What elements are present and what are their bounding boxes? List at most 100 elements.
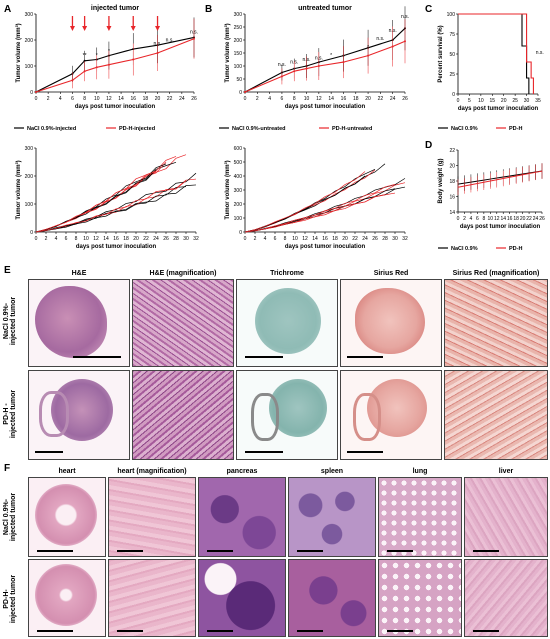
individual-series-line (244, 184, 396, 233)
e-img-sirius-pdh (340, 370, 442, 460)
x-tick-label: 20 (501, 98, 507, 104)
y-axis-label: Percent survival (%) (438, 25, 444, 82)
x-tick-label: 0 (244, 96, 247, 102)
x-tick-label: 6 (65, 236, 68, 242)
x-tick-label: 24 (533, 216, 539, 222)
panel-letter-b: B (205, 4, 213, 15)
y-tick-label: 0 (239, 90, 242, 96)
f-header-spleen: spleen (320, 468, 344, 475)
data-point (83, 70, 86, 73)
legend-label: PD-H-untreated (332, 126, 372, 132)
x-tick-label: 12 (93, 236, 99, 242)
e-row-label-pdh: PD-H - injected tumor (3, 389, 17, 439)
data-point (391, 45, 394, 48)
x-tick-label: 26 (163, 236, 169, 242)
x-tick-label: 0 (35, 236, 38, 242)
x-tick-label: 22 (143, 236, 149, 242)
x-tick-label: 16 (130, 96, 136, 102)
y-tick-label: 0 (239, 230, 242, 236)
y-tick-label: 300 (234, 188, 243, 194)
significance-label: n.s. (536, 50, 544, 56)
f-img-heart-nacl (28, 477, 106, 557)
e-img-trichrome-nacl (236, 279, 338, 367)
x-tick-label: 14 (328, 96, 334, 102)
f-img-heart-mag-nacl (108, 477, 196, 557)
chart-untreated-tumor-individual: 0 2 4 6 8 10 12 14 16 18 20 22 24 26 28 30 3201002003004… (224, 146, 408, 250)
x-tick-label: 24 (153, 236, 159, 242)
x-tick-label: 4 (264, 236, 267, 242)
y-tick-label: 75 (449, 32, 455, 38)
x-tick-label: 20 (520, 216, 526, 222)
weight-line (457, 170, 543, 188)
survival-curve (458, 13, 530, 94)
x-tick-label: 20 (155, 96, 161, 102)
y-tick-label: 25 (449, 72, 455, 78)
x-tick-label: 14 (500, 216, 506, 222)
panel-letter-d: D (425, 140, 433, 151)
x-tick-label: 25 (512, 98, 518, 104)
x-tick-label: 18 (143, 96, 149, 102)
y-tick-label: 200 (25, 174, 34, 180)
x-tick-label: 12 (106, 96, 112, 102)
individual-series-line (35, 186, 187, 233)
f-img-lung-pdh (378, 559, 462, 637)
arrow-head (69, 26, 75, 31)
survival-curve (458, 13, 534, 94)
x-tick-label: 16 (322, 236, 328, 242)
y-tick-label: 600 (234, 146, 243, 152)
individual-series-line (35, 180, 187, 233)
individual-series-line (35, 162, 167, 233)
f-img-heart-pdh (28, 559, 106, 637)
significance-label: * (96, 53, 98, 59)
chart-injected-tumor-individual: 0 2 4 6 8 10 12 14 16 18 20 22 24 26 28 30 320100200300d… (15, 146, 199, 250)
individual-series-line (35, 184, 197, 233)
x-tick-label: 10 (304, 96, 310, 102)
x-tick-label: 14 (312, 236, 318, 242)
y-tick-label: 100 (25, 202, 34, 208)
x-tick-label: 10 (478, 98, 484, 104)
x-tick-label: 32 (402, 236, 408, 242)
x-tick-label: 8 (75, 236, 78, 242)
x-tick-label: 10 (94, 96, 100, 102)
x-tick-label: 18 (513, 216, 519, 222)
panel-letter-e: E (4, 265, 11, 276)
x-tick-label: 26 (539, 216, 545, 222)
y-tick-label: 18 (449, 179, 455, 185)
f-header-heart: heart (58, 468, 76, 475)
y-tick-label: 16 (449, 195, 455, 201)
x-tick-label: 12 (494, 216, 500, 222)
significance-label: n.s. (401, 14, 409, 20)
legend-label: PD-H (509, 126, 522, 132)
x-tick-label: 20 (342, 236, 348, 242)
legend-label: NaCl 0.9% (451, 246, 478, 252)
y-tick-label: 100 (234, 216, 243, 222)
x-tick-label: 0 (457, 98, 460, 104)
x-tick-label: 22 (352, 236, 358, 242)
y-tick-label: 100 (447, 12, 456, 18)
y-tick-label: 500 (234, 160, 243, 166)
data-point (107, 63, 110, 66)
individual-series-line (244, 178, 406, 233)
e-img-he-mag-pdh (132, 370, 234, 460)
x-tick-label: 6 (71, 96, 74, 102)
e-img-he-mag-nacl (132, 279, 234, 367)
e-img-sirius-mag-nacl (444, 279, 548, 367)
legend-label: PD-H-injected (119, 126, 155, 132)
x-tick-label: 2 (47, 96, 50, 102)
x-tick-label: 2 (463, 216, 466, 222)
y-tick-label: 14 (449, 210, 455, 216)
x-axis-label: days post tumor inoculation (458, 106, 539, 112)
x-tick-label: 30 (183, 236, 189, 242)
f-header-liver: liver (498, 468, 514, 475)
individual-series-line (35, 171, 157, 233)
panel-letter-c: C (425, 4, 433, 15)
x-tick-label: 5 (468, 98, 471, 104)
x-tick-label: 30 (524, 98, 530, 104)
significance-label: * (108, 49, 110, 55)
x-tick-label: 2 (256, 96, 259, 102)
x-tick-label: 4 (470, 216, 473, 222)
data-point (83, 59, 86, 62)
y-axis-label: Tumor volume (mm³) (224, 23, 231, 82)
y-tick-label: 300 (25, 146, 34, 152)
